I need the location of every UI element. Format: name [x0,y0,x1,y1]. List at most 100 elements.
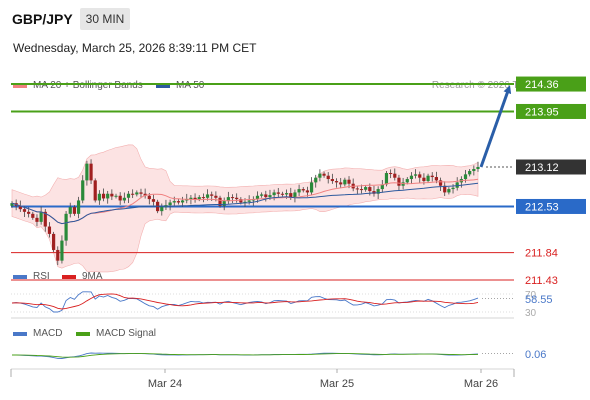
candle-body [218,197,222,206]
candle-body [193,197,197,200]
level-label: 214.36 [525,79,559,91]
legend-rsi-ma: 9MA [62,271,103,282]
macd-panel: 0.06 [11,349,546,370]
candle-body [139,192,143,194]
candle-body [330,179,334,182]
candle-body [176,201,181,203]
legend-ma50-label: MA 50 [176,80,205,91]
candle-body [197,197,201,200]
candle-body [389,173,393,175]
candle-body [210,194,214,196]
candle-body [214,195,218,198]
candle-body [81,180,85,201]
candle-body [309,182,314,193]
candle-body [47,226,52,234]
legend-macd-signal-label: MACD Signal [96,328,157,339]
candle-body [476,167,480,170]
candle-body [39,211,43,222]
candle-body [268,195,272,198]
candle-body [409,175,414,180]
candle-body [35,217,39,222]
symbol-title: GBP/JPY [12,11,73,27]
candle-body [347,179,351,184]
candle-body [52,233,56,250]
candle-body [468,171,472,175]
candle-body [326,175,330,180]
candle-body [297,189,301,193]
candle-body [56,249,60,261]
candle-body [118,195,122,201]
candle-body [201,197,205,199]
level-label-box [516,198,586,214]
candle-body [239,199,243,203]
candle-body [68,207,72,214]
candle-body [355,188,359,190]
candle-body [368,187,372,192]
candle-body [289,193,293,198]
candle-body [280,193,285,195]
candle-body [322,173,326,176]
candle-body [376,189,380,194]
candle-body [463,174,468,180]
candle-body [380,184,384,190]
legend-rsi-ma-swatch [62,274,76,279]
candle-body [110,193,114,197]
legend-rsi-swatch [13,274,27,279]
legend-macd-swatch [13,331,27,336]
legend-ma50: MA 50 [156,80,204,91]
legend-ma20-swatch [13,83,27,88]
candle-body [72,207,77,214]
candle-body [106,193,110,199]
candle-body [101,193,106,199]
candle-body [85,163,89,181]
candle-body [422,177,426,182]
candle-body [131,193,135,195]
candle-body [243,201,247,203]
legend-rsi-ma-label: 9MA [82,271,103,282]
ma50-line [11,182,479,225]
legend-macd-signal: MACD Signal [76,328,156,339]
candle-body [230,197,235,199]
candle-body [405,179,409,183]
price-levels: 214.36 213.95 213.12 212.53 211.84 211.43 [11,76,586,287]
candle-body [160,207,164,212]
legend-ma50-swatch [156,83,170,88]
timeframe-badge[interactable]: 30 MIN [80,8,130,30]
candle-body [318,173,322,178]
projection-arrow [479,85,512,168]
candle-body [151,199,156,202]
level-label: 211.84 [525,248,558,260]
candle-body [276,192,280,194]
rsi-value: 58.55 [525,294,553,306]
candle-body [205,194,210,198]
candle-body [359,189,364,191]
legend-rsi: RSI [13,271,50,282]
candle-body [305,190,310,193]
candle-body [22,209,27,212]
candle-body [260,194,264,196]
candle-body [10,203,14,206]
candle-body [122,197,126,201]
candle-body [314,177,318,183]
candle-body [247,200,251,202]
legend-macd-label: MACD [33,328,63,339]
candle-body [426,175,430,182]
legend-ma20-label: MA 20 + Bollinger Bands [33,80,143,91]
level-label-box [516,159,586,175]
bollinger-fill [11,144,479,273]
candle-body [397,177,401,186]
candle-body [272,192,276,196]
candle-body [334,181,339,183]
candle-body [18,205,22,210]
legend-macd: MACD [13,328,62,339]
candle-body [413,174,418,176]
candle-body [180,200,185,203]
candle-body [339,182,343,185]
level-label: 211.43 [525,275,558,287]
candle-body [418,174,422,178]
legend-macd-signal-swatch [76,331,90,336]
candle-body [264,194,268,198]
candle-body [76,200,81,214]
projection [479,85,512,168]
